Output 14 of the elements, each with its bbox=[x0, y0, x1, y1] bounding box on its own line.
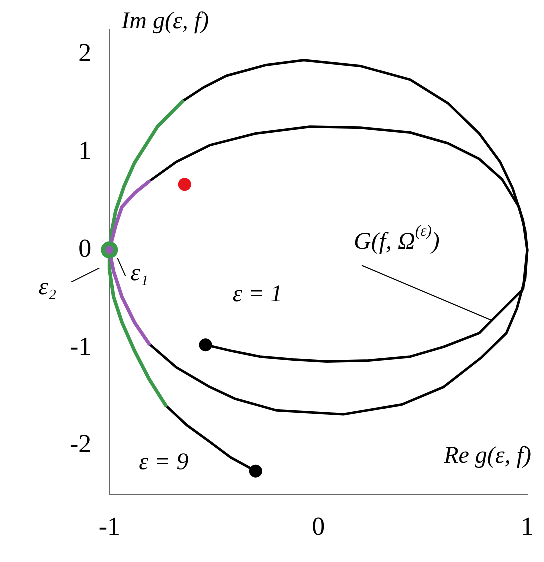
y-axis-title: Im g(ε, f) bbox=[120, 8, 210, 34]
y-tick-label: 1 bbox=[78, 136, 92, 166]
x-tick-label: 0 bbox=[312, 512, 326, 542]
annotation: ε₁ bbox=[130, 260, 149, 286]
y-tick-label: 0 bbox=[78, 234, 92, 263]
y-tick-label: -2 bbox=[70, 430, 92, 459]
x-tick-label: -1 bbox=[98, 512, 120, 542]
x-tick-label: 1 bbox=[521, 512, 534, 542]
annotation: ε₂ bbox=[38, 274, 57, 300]
y-tick-label: 2 bbox=[78, 38, 92, 68]
x-axis-title: Re g(ε, f) bbox=[443, 443, 532, 470]
annotation: ε = 9 bbox=[139, 450, 189, 476]
y-tick-label: -1 bbox=[70, 332, 92, 361]
annotation: ε = 1 bbox=[232, 281, 283, 308]
